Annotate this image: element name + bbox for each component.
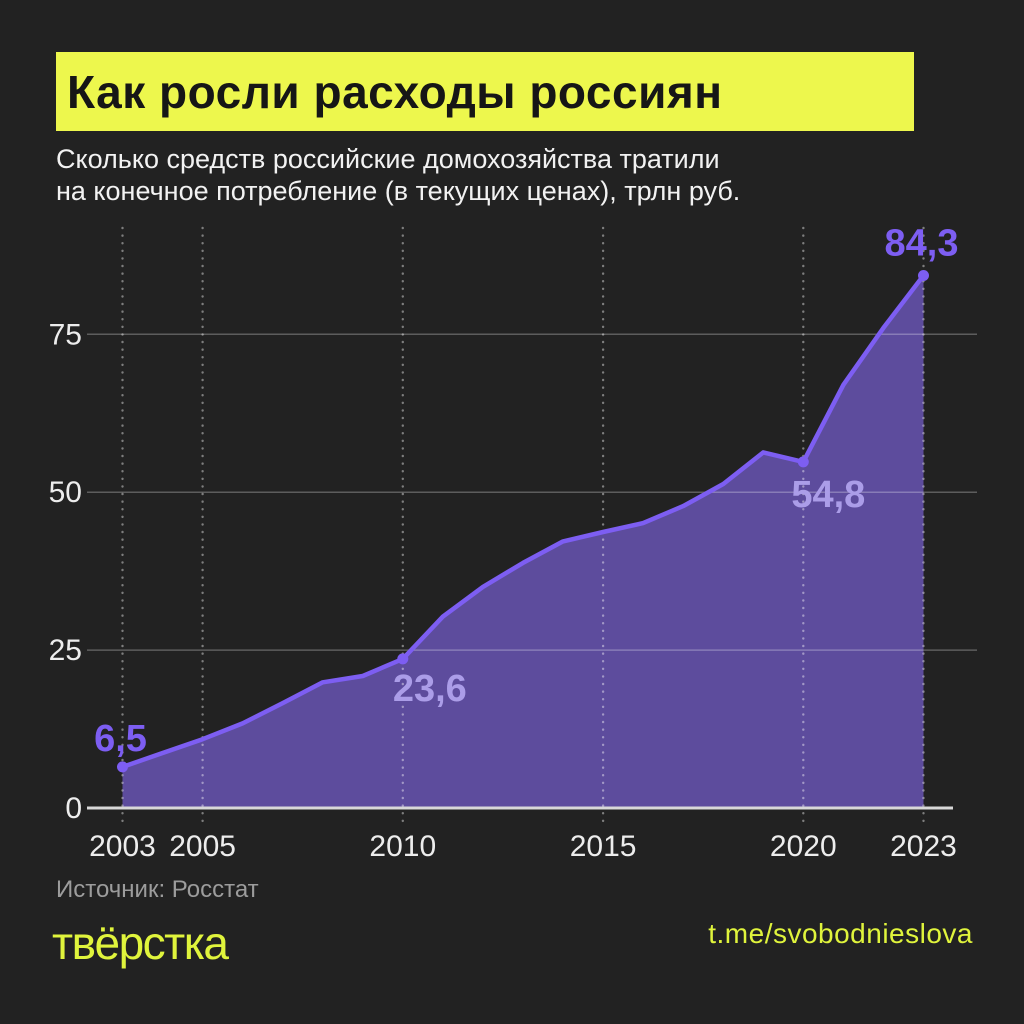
x-tick-2010: 2010 — [369, 830, 436, 863]
title-block: Как росли расходы россиян — [56, 52, 914, 131]
data-label-2020: 54,8 — [791, 474, 865, 516]
x-tick-2015: 2015 — [570, 830, 637, 863]
y-tick-25: 25 — [49, 634, 82, 667]
subtitle-line-1: Сколько средств российские домохозяйства… — [56, 144, 720, 174]
data-point-2003 — [117, 761, 128, 773]
subtitle-line-2: на конечное потребление (в текущих ценах… — [56, 176, 741, 206]
source-label: Источник: Росстат — [56, 876, 259, 903]
logo-verstka[interactable]: твёрстка — [52, 917, 229, 969]
y-tick-50: 50 — [49, 476, 82, 509]
y-tick-75: 75 — [49, 318, 82, 351]
chart-subtitle: Сколько средств российские домохозяйства… — [56, 143, 740, 207]
page-title: Как росли расходы россиян — [67, 65, 723, 118]
x-tick-2005: 2005 — [169, 830, 236, 863]
telegram-link[interactable]: t.me/svobodnieslova — [708, 918, 973, 949]
x-tick-2023: 2023 — [890, 830, 957, 863]
data-label-2003: 6,5 — [94, 718, 147, 760]
data-label-2010: 23,6 — [393, 668, 467, 710]
data-point-2023 — [918, 270, 929, 281]
consumption-line — [120, 273, 926, 770]
x-tick-2003: 2003 — [89, 830, 156, 863]
consumption-area — [122, 275, 924, 808]
data-point-2020 — [797, 456, 809, 468]
data-point-2010 — [397, 653, 409, 665]
x-tick-2020: 2020 — [770, 830, 837, 863]
y-tick-0: 0 — [65, 792, 82, 825]
data-label-2023: 84,3 — [885, 223, 959, 265]
